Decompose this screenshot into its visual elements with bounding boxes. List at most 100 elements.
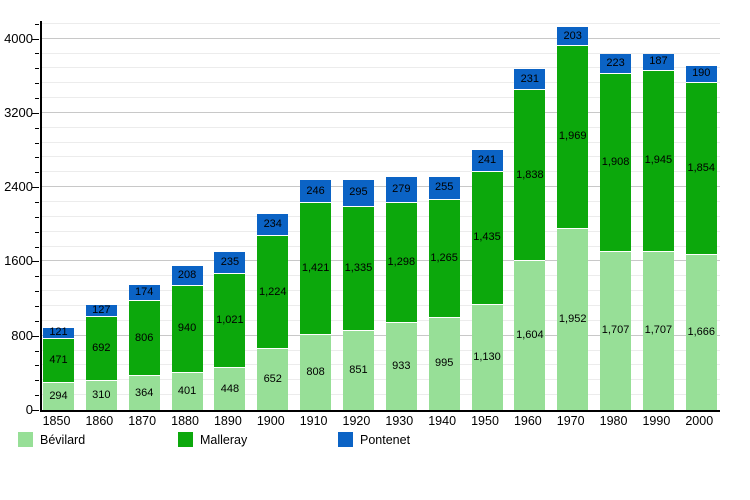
legend-swatch-pontenet bbox=[338, 432, 353, 447]
y-axis-minor-tick bbox=[35, 216, 39, 218]
bar-value-label: 294 bbox=[49, 389, 68, 402]
gridline bbox=[42, 260, 720, 262]
x-axis-label: 1860 bbox=[85, 414, 114, 428]
gridline bbox=[42, 156, 720, 158]
gridline bbox=[42, 97, 720, 99]
bar-value-label: 174 bbox=[135, 286, 154, 299]
y-axis-minor-tick bbox=[35, 172, 39, 174]
bar-segment-malleray: 1,335 bbox=[342, 207, 374, 331]
x-axis-label: 2000 bbox=[685, 414, 714, 428]
gridline bbox=[42, 52, 720, 54]
y-axis-minor-tick bbox=[35, 157, 39, 159]
bar-value-label: 401 bbox=[177, 384, 197, 397]
legend: Bévilard Malleray Pontenet bbox=[0, 432, 750, 452]
bar-segment-malleray: 1,435 bbox=[471, 171, 503, 306]
bar-segment-bvilard: 808 bbox=[300, 335, 332, 410]
bar-value-label: 448 bbox=[220, 382, 240, 395]
bar-segment-pontenet: 234 bbox=[257, 214, 289, 236]
x-axis-label: 1920 bbox=[342, 414, 371, 428]
legend-swatch-bevilard bbox=[18, 432, 33, 447]
bar-segment-malleray: 1,224 bbox=[257, 235, 289, 350]
bar-value-label: 223 bbox=[606, 57, 625, 70]
bar-value-label: 190 bbox=[692, 67, 711, 80]
y-axis-tick bbox=[32, 38, 39, 40]
bar-segment-bvilard: 1,666 bbox=[685, 255, 717, 410]
bar-value-label: 995 bbox=[434, 357, 454, 370]
bar-value-label: 1,604 bbox=[516, 329, 544, 342]
bar-value-label: 203 bbox=[563, 29, 582, 42]
y-axis-minor-tick bbox=[35, 127, 39, 129]
bar-value-label: 279 bbox=[392, 182, 411, 195]
x-axis-label: 1990 bbox=[642, 414, 671, 428]
y-axis-label: 1600 bbox=[4, 253, 33, 269]
y-axis-label: 2400 bbox=[4, 179, 33, 195]
bar-segment-bvilard: 1,707 bbox=[600, 251, 632, 410]
bar-segment-pontenet: 235 bbox=[214, 251, 246, 274]
y-axis-minor-tick bbox=[35, 350, 39, 352]
y-axis-minor-tick bbox=[35, 202, 39, 204]
gridline bbox=[42, 245, 720, 247]
bar-value-label: 471 bbox=[49, 353, 68, 366]
legend-label-malleray: Malleray bbox=[200, 433, 248, 447]
x-axis-label: 1930 bbox=[385, 414, 414, 428]
bar-value-label: 1,838 bbox=[516, 168, 544, 181]
y-axis-minor-tick bbox=[35, 142, 39, 144]
bar-segment-malleray: 1,021 bbox=[214, 273, 246, 369]
y-axis-minor-tick bbox=[35, 68, 39, 70]
y-axis-minor-tick bbox=[35, 53, 39, 55]
plot-area: 294 471 121 310 692 127 364 806 174 401 940 208 448 1… bbox=[40, 21, 720, 412]
bar-value-label: 851 bbox=[349, 364, 368, 376]
bar-value-label: 1,908 bbox=[601, 155, 630, 168]
x-axis-label: 1960 bbox=[513, 414, 542, 428]
bar-segment-bvilard: 933 bbox=[385, 323, 417, 410]
bar-value-label: 231 bbox=[520, 72, 540, 85]
bar-segment-pontenet: 121 bbox=[43, 326, 74, 339]
gridline bbox=[42, 379, 720, 381]
bar-segment-malleray: 692 bbox=[85, 317, 117, 382]
bar-value-label: 127 bbox=[92, 304, 111, 317]
y-axis-label: 4000 bbox=[4, 30, 33, 46]
bar-segment-pontenet: 231 bbox=[514, 69, 546, 91]
bar-segment-malleray: 1,854 bbox=[685, 83, 717, 256]
gridline bbox=[42, 394, 720, 396]
bar-value-label: 1,945 bbox=[644, 154, 673, 167]
bar-segment-malleray: 806 bbox=[128, 301, 160, 377]
gridline bbox=[42, 305, 720, 307]
y-axis-minor-tick bbox=[35, 23, 39, 25]
bar-value-label: 235 bbox=[220, 255, 240, 268]
y-axis-minor-tick bbox=[35, 380, 39, 382]
bar-value-label: 1,666 bbox=[687, 326, 716, 339]
y-axis-minor-tick bbox=[35, 320, 39, 322]
bar-value-label: 241 bbox=[477, 153, 497, 166]
bar-segment-malleray: 940 bbox=[171, 285, 203, 373]
gridline bbox=[42, 141, 720, 143]
bar-segment-bvilard: 448 bbox=[214, 368, 246, 410]
bar-value-label: 1,265 bbox=[430, 251, 458, 264]
bar-segment-bvilard: 1,604 bbox=[514, 261, 546, 410]
bar-value-label: 1,335 bbox=[344, 262, 373, 275]
bar-value-label: 1,952 bbox=[558, 312, 587, 325]
bar-value-label: 652 bbox=[263, 373, 282, 386]
gridline bbox=[42, 364, 720, 366]
x-axis-label: 1900 bbox=[256, 414, 285, 428]
gridline bbox=[42, 37, 720, 39]
bar-value-label: 1,707 bbox=[644, 324, 673, 337]
y-axis-tick bbox=[32, 112, 39, 114]
gridline bbox=[42, 186, 720, 188]
y-axis-minor-tick bbox=[35, 246, 39, 248]
x-axis-label: 1980 bbox=[599, 414, 628, 428]
x-axis-label: 1940 bbox=[428, 414, 457, 428]
y-axis-tick bbox=[32, 410, 39, 411]
gridline bbox=[42, 349, 720, 351]
bar-value-label: 121 bbox=[49, 326, 68, 339]
gridline bbox=[42, 82, 720, 84]
y-axis-minor-tick bbox=[35, 83, 39, 85]
gridline bbox=[42, 111, 720, 113]
x-axis-label: 1870 bbox=[128, 414, 157, 428]
x-axis-label: 1890 bbox=[213, 414, 242, 428]
bar-segment-pontenet: 203 bbox=[557, 27, 589, 46]
y-axis-tick bbox=[32, 335, 39, 337]
bar-segment-pontenet: 190 bbox=[685, 65, 717, 84]
bar-segment-malleray: 1,908 bbox=[600, 74, 632, 252]
